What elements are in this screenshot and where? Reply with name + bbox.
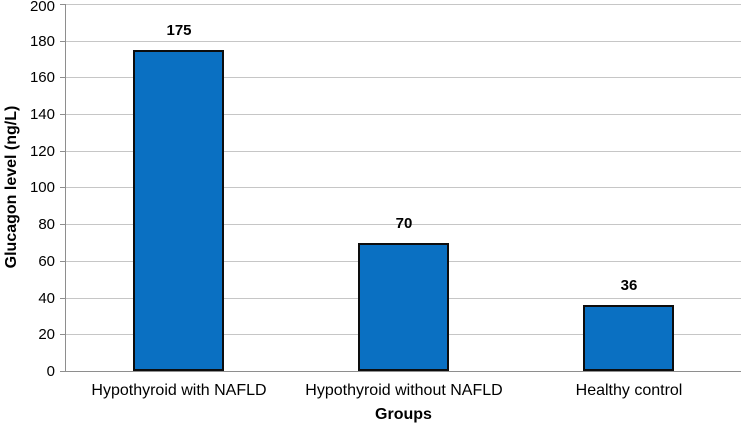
bar-healthy-control: [583, 305, 674, 371]
gridline: [66, 151, 741, 152]
y-tick-label: 100: [29, 179, 55, 196]
y-tick-label: 60: [38, 253, 55, 270]
y-axis-tick: [60, 114, 65, 115]
bar-value-label: 175: [166, 22, 192, 39]
gridline: [66, 114, 741, 115]
y-axis-tick: [60, 4, 65, 5]
y-axis-tick: [60, 77, 65, 78]
x-axis-title: Groups: [375, 406, 432, 423]
gridline: [66, 4, 741, 5]
y-axis-tick: [60, 261, 65, 262]
y-tick-label: 0: [46, 363, 55, 380]
y-tick-label: 80: [38, 216, 55, 233]
y-axis-line: [65, 4, 66, 372]
y-tick-label: 200: [29, 0, 55, 15]
x-category-label: Hypothyroid without NAFLD: [305, 382, 503, 399]
y-axis-tick: [60, 224, 65, 225]
gridline: [66, 77, 741, 78]
y-tick-label: 180: [29, 33, 55, 50]
y-axis-tick: [60, 298, 65, 299]
x-category-label: Hypothyroid with NAFLD: [91, 382, 267, 399]
y-axis-tick: [60, 151, 65, 152]
gridline: [66, 41, 741, 42]
gridline: [66, 187, 741, 188]
y-axis-tick: [60, 41, 65, 42]
y-tick-label: 120: [29, 143, 55, 160]
bar-value-label: 70: [395, 215, 413, 232]
y-tick-label: 140: [29, 106, 55, 123]
plot-area: 175 70 36: [60, 4, 741, 372]
gridline: [66, 224, 741, 225]
y-tick-label: 160: [29, 69, 55, 86]
y-tick-label: 40: [38, 290, 55, 307]
bar-value-label: 36: [620, 277, 638, 294]
bar-hypothyroid-with-nafld: [133, 50, 224, 371]
y-axis-tick: [60, 334, 65, 335]
y-axis-tick: [60, 371, 65, 372]
x-category-label: Healthy control: [575, 382, 683, 399]
bar-hypothyroid-without-nafld: [358, 243, 449, 371]
x-axis-line: [65, 371, 741, 372]
y-axis-tick: [60, 187, 65, 188]
y-tick-label: 20: [38, 326, 55, 343]
